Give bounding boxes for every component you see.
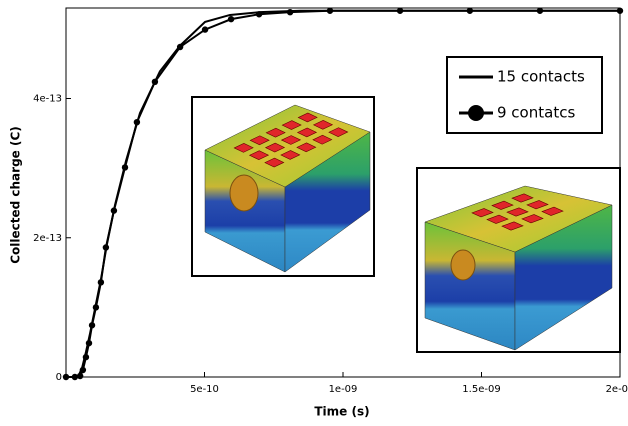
y-tick-label: 0 (56, 372, 62, 383)
x-axis-label: Time (s) (314, 405, 369, 419)
series-marker (77, 373, 83, 379)
series-marker (86, 340, 92, 346)
series-marker (327, 8, 333, 14)
legend-label: 15 contacts (497, 68, 585, 86)
y-tick-label: 4e-13 (33, 94, 62, 105)
series-marker (93, 304, 99, 310)
series-marker (63, 374, 69, 380)
x-tick-label: 1e-09 (329, 384, 358, 395)
series-marker (228, 16, 234, 22)
series-marker (617, 8, 623, 14)
y-axis-label: Collected charge (C) (9, 126, 23, 264)
inset-9-contacts (417, 168, 620, 352)
series-marker (134, 119, 140, 125)
legend-label: 9 contatcs (497, 104, 575, 122)
x-tick-label: 1.5e-09 (462, 384, 500, 395)
series-marker (537, 8, 543, 14)
series-marker (467, 8, 473, 14)
series-marker (111, 207, 117, 213)
series-marker (80, 367, 86, 373)
x-tick-label: 5e-10 (190, 384, 219, 395)
inset-15-contacts (192, 97, 374, 276)
series-marker (89, 322, 95, 328)
series-marker (287, 9, 293, 15)
charge-spot (230, 175, 258, 211)
series-marker (122, 164, 128, 170)
series-marker (83, 354, 89, 360)
series-marker (202, 26, 208, 32)
series-marker (98, 279, 104, 285)
charge-spot (451, 250, 475, 280)
legend-marker (468, 105, 484, 121)
series-marker (397, 8, 403, 14)
series-marker (103, 244, 109, 250)
series-marker (177, 44, 183, 50)
chart: 5e-10 1e-09 1.5e-09 2e-09 0 2e-13 4e-13 Time (… (0, 0, 628, 426)
y-tick-label: 2e-13 (33, 233, 62, 244)
x-tick-label: 2e-09 (606, 384, 628, 395)
series-marker (152, 79, 158, 85)
series-marker (256, 11, 262, 17)
page: {"chart_data": { "type": "line", "x_labe… (0, 0, 628, 426)
